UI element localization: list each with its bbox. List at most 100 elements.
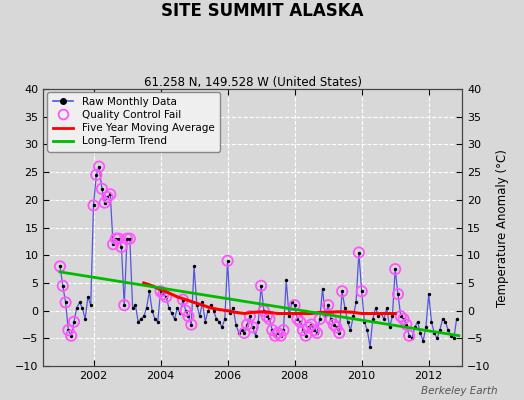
Point <box>260 308 268 314</box>
Point <box>240 330 248 336</box>
Point <box>145 288 154 294</box>
Point <box>206 302 215 308</box>
Point <box>162 294 170 300</box>
Point <box>385 324 394 330</box>
Point <box>324 302 332 308</box>
Point <box>70 318 78 325</box>
Point <box>355 249 363 256</box>
Point <box>78 305 86 311</box>
Point <box>302 332 310 339</box>
Point <box>324 302 332 308</box>
Point <box>61 299 70 306</box>
Point <box>307 321 315 328</box>
Point <box>268 327 277 333</box>
Point <box>156 288 165 294</box>
Point <box>176 310 184 317</box>
Point <box>374 313 383 320</box>
Point <box>170 316 179 322</box>
Point <box>274 330 282 336</box>
Point <box>139 313 148 320</box>
Point <box>131 302 139 308</box>
Point <box>120 302 128 308</box>
Point <box>243 321 252 328</box>
Legend: Raw Monthly Data, Quality Control Fail, Five Year Moving Average, Long-Term Tren: Raw Monthly Data, Quality Control Fail, … <box>48 92 220 152</box>
Point <box>299 327 307 333</box>
Point <box>112 236 120 242</box>
Point <box>296 318 304 325</box>
Point <box>452 316 461 322</box>
Point <box>307 321 315 328</box>
Point <box>126 236 134 242</box>
Point <box>397 313 405 320</box>
Point <box>319 285 327 292</box>
Point <box>114 236 123 242</box>
Point <box>315 316 324 322</box>
Point <box>338 288 346 294</box>
Point <box>109 241 117 247</box>
Point <box>335 330 344 336</box>
Point <box>427 318 435 325</box>
Point <box>313 330 321 336</box>
Point <box>248 324 257 330</box>
Point <box>410 324 419 330</box>
Point <box>187 321 195 328</box>
Point <box>260 308 268 314</box>
Point <box>218 324 226 330</box>
Point <box>56 263 64 270</box>
Point <box>357 288 366 294</box>
Point <box>293 316 302 322</box>
Point <box>330 321 338 328</box>
Point <box>109 241 117 247</box>
Point <box>391 266 399 272</box>
Point <box>195 313 204 320</box>
Point <box>397 313 405 320</box>
Point <box>439 316 447 322</box>
Point <box>282 277 290 284</box>
Point <box>277 332 285 339</box>
Point <box>215 318 223 325</box>
Point <box>360 318 368 325</box>
Point <box>179 296 187 303</box>
Point <box>101 200 109 206</box>
Point <box>335 330 344 336</box>
Point <box>159 291 168 297</box>
Point <box>95 163 103 170</box>
Point <box>257 282 265 289</box>
Point <box>271 332 279 339</box>
Point <box>184 313 193 320</box>
Y-axis label: Temperature Anomaly (°C): Temperature Anomaly (°C) <box>496 149 509 306</box>
Point <box>299 327 307 333</box>
Point <box>447 332 455 339</box>
Point <box>252 332 260 339</box>
Point <box>263 313 271 320</box>
Point <box>254 318 263 325</box>
Point <box>424 291 433 297</box>
Point <box>162 294 170 300</box>
Point <box>89 202 97 208</box>
Point <box>377 310 385 317</box>
Point <box>366 344 374 350</box>
Point <box>383 305 391 311</box>
Point <box>128 305 137 311</box>
Point <box>89 202 97 208</box>
Point <box>221 316 229 322</box>
Point <box>332 324 341 330</box>
Point <box>232 321 240 328</box>
Point <box>246 313 254 320</box>
Point <box>408 335 416 342</box>
Point <box>372 305 380 311</box>
Point <box>450 335 458 342</box>
Point <box>368 316 377 322</box>
Point <box>285 313 293 320</box>
Point <box>156 288 165 294</box>
Point <box>296 318 304 325</box>
Point <box>106 191 114 198</box>
Point <box>123 236 131 242</box>
Point <box>388 313 397 320</box>
Point <box>184 313 193 320</box>
Point <box>338 288 346 294</box>
Point <box>193 302 201 308</box>
Point <box>97 186 106 192</box>
Point <box>430 330 439 336</box>
Point <box>168 310 176 317</box>
